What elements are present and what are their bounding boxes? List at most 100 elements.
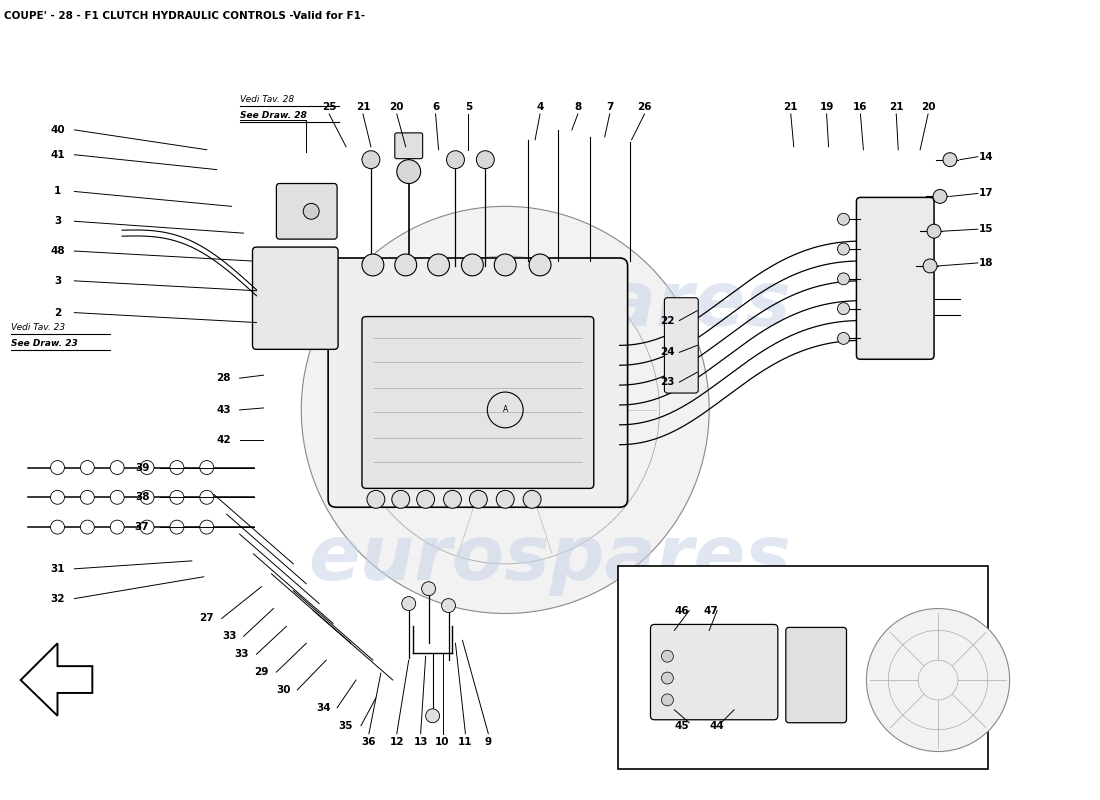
Circle shape xyxy=(402,597,416,610)
Circle shape xyxy=(661,672,673,684)
Text: 6: 6 xyxy=(432,102,439,112)
Text: 9: 9 xyxy=(485,737,492,746)
Text: A: A xyxy=(503,406,508,414)
Circle shape xyxy=(140,461,154,474)
Text: 8: 8 xyxy=(574,102,582,112)
Text: 44: 44 xyxy=(710,721,725,730)
Circle shape xyxy=(927,224,940,238)
Circle shape xyxy=(494,254,516,276)
Circle shape xyxy=(110,461,124,474)
Circle shape xyxy=(461,254,483,276)
Text: 36: 36 xyxy=(362,737,376,746)
Text: COUPE' - 28 - F1 CLUTCH HYDRAULIC CONTROLS -Valid for F1-: COUPE' - 28 - F1 CLUTCH HYDRAULIC CONTRO… xyxy=(3,10,365,21)
Circle shape xyxy=(443,490,461,508)
Polygon shape xyxy=(21,643,92,716)
FancyBboxPatch shape xyxy=(664,298,698,393)
Circle shape xyxy=(476,150,494,169)
Bar xyxy=(618,566,988,770)
Text: 20: 20 xyxy=(389,102,404,112)
Text: 34: 34 xyxy=(316,703,330,713)
Circle shape xyxy=(661,650,673,662)
Text: 46: 46 xyxy=(674,606,689,615)
Circle shape xyxy=(301,206,710,614)
Circle shape xyxy=(441,598,455,613)
Circle shape xyxy=(200,520,213,534)
Text: 28: 28 xyxy=(217,373,231,383)
Circle shape xyxy=(417,490,434,508)
Text: Vedi Tav. 28: Vedi Tav. 28 xyxy=(240,95,294,104)
Circle shape xyxy=(529,254,551,276)
Circle shape xyxy=(867,609,1010,751)
Circle shape xyxy=(392,490,409,508)
Text: 14: 14 xyxy=(979,152,993,162)
FancyBboxPatch shape xyxy=(857,198,934,359)
Text: 42: 42 xyxy=(217,434,231,445)
Text: 18: 18 xyxy=(979,258,993,268)
Circle shape xyxy=(140,520,154,534)
Text: 1: 1 xyxy=(54,186,62,197)
Circle shape xyxy=(80,461,95,474)
Text: 26: 26 xyxy=(637,102,652,112)
Circle shape xyxy=(140,490,154,504)
Text: 11: 11 xyxy=(459,737,473,746)
FancyBboxPatch shape xyxy=(253,247,338,350)
Circle shape xyxy=(362,150,380,169)
Text: 48: 48 xyxy=(51,246,65,256)
Text: 43: 43 xyxy=(217,405,231,415)
Circle shape xyxy=(169,520,184,534)
Text: eurospares: eurospares xyxy=(309,268,791,342)
Circle shape xyxy=(51,520,65,534)
Text: 19: 19 xyxy=(820,102,834,112)
Circle shape xyxy=(80,490,95,504)
Text: Vedi Tav. 23: Vedi Tav. 23 xyxy=(11,323,65,333)
Circle shape xyxy=(470,490,487,508)
FancyBboxPatch shape xyxy=(785,627,847,722)
Text: 24: 24 xyxy=(660,347,674,358)
Text: 30: 30 xyxy=(276,685,290,695)
Text: See Draw. 27: See Draw. 27 xyxy=(860,304,927,313)
Circle shape xyxy=(837,243,849,255)
Text: 21: 21 xyxy=(355,102,371,112)
FancyBboxPatch shape xyxy=(362,317,594,488)
Text: 22: 22 xyxy=(660,315,674,326)
Circle shape xyxy=(837,273,849,285)
Circle shape xyxy=(837,214,849,226)
Text: 13: 13 xyxy=(414,737,428,746)
Text: 38: 38 xyxy=(135,492,150,502)
Circle shape xyxy=(661,694,673,706)
Text: 21: 21 xyxy=(783,102,798,112)
Circle shape xyxy=(524,490,541,508)
FancyBboxPatch shape xyxy=(328,258,628,507)
Text: 12: 12 xyxy=(389,737,404,746)
FancyBboxPatch shape xyxy=(276,183,337,239)
Text: 33: 33 xyxy=(234,650,249,659)
Circle shape xyxy=(837,302,849,314)
Circle shape xyxy=(933,190,947,203)
Circle shape xyxy=(304,203,319,219)
Circle shape xyxy=(80,520,95,534)
Circle shape xyxy=(943,153,957,166)
Text: 10: 10 xyxy=(436,737,450,746)
Circle shape xyxy=(200,490,213,504)
Text: 41: 41 xyxy=(51,150,65,160)
Circle shape xyxy=(397,160,420,183)
Circle shape xyxy=(362,254,384,276)
Circle shape xyxy=(200,461,213,474)
Text: 29: 29 xyxy=(254,667,268,677)
Text: Vedi Tav. 27: Vedi Tav. 27 xyxy=(860,288,914,297)
FancyBboxPatch shape xyxy=(650,625,778,720)
Text: 16: 16 xyxy=(854,102,868,112)
Circle shape xyxy=(367,490,385,508)
Circle shape xyxy=(169,461,184,474)
Text: See Draw. 23: See Draw. 23 xyxy=(11,339,77,348)
Text: 20: 20 xyxy=(921,102,935,112)
Text: 35: 35 xyxy=(339,721,353,730)
Circle shape xyxy=(169,490,184,504)
Text: 27: 27 xyxy=(199,614,214,623)
Text: 23: 23 xyxy=(660,377,674,387)
Text: 5: 5 xyxy=(465,102,472,112)
Text: 25: 25 xyxy=(322,102,337,112)
Text: 15: 15 xyxy=(979,224,993,234)
Text: 4: 4 xyxy=(537,102,543,112)
Text: 45: 45 xyxy=(674,721,689,730)
